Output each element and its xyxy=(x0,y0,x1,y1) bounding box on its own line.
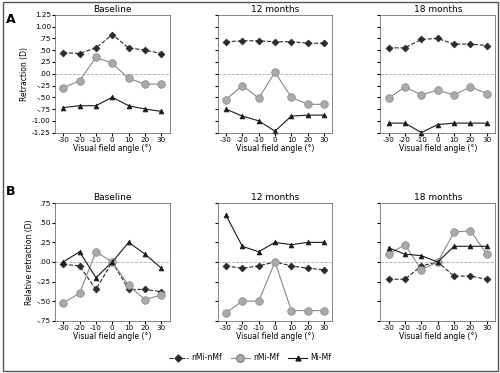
X-axis label: Visual field angle (°): Visual field angle (°) xyxy=(398,332,477,341)
Text: A: A xyxy=(6,13,16,26)
Legend: nMi-nMf, nMi-Mf, Mi-Mf: nMi-nMf, nMi-Mf, Mi-Mf xyxy=(166,350,334,366)
Title: 12 months: 12 months xyxy=(251,5,299,14)
Title: Baseline: Baseline xyxy=(93,5,132,14)
Title: 18 months: 18 months xyxy=(414,5,462,14)
X-axis label: Visual field angle (°): Visual field angle (°) xyxy=(236,144,314,153)
X-axis label: Visual field angle (°): Visual field angle (°) xyxy=(398,144,477,153)
Text: B: B xyxy=(6,185,16,198)
X-axis label: Visual field angle (°): Visual field angle (°) xyxy=(73,332,152,341)
Y-axis label: Relative retraction (D): Relative retraction (D) xyxy=(25,219,34,305)
Title: 18 months: 18 months xyxy=(414,193,462,203)
X-axis label: Visual field angle (°): Visual field angle (°) xyxy=(73,144,152,153)
X-axis label: Visual field angle (°): Visual field angle (°) xyxy=(236,332,314,341)
Title: Baseline: Baseline xyxy=(93,193,132,203)
Title: 12 months: 12 months xyxy=(251,193,299,203)
Y-axis label: Retraction (D): Retraction (D) xyxy=(20,47,30,101)
